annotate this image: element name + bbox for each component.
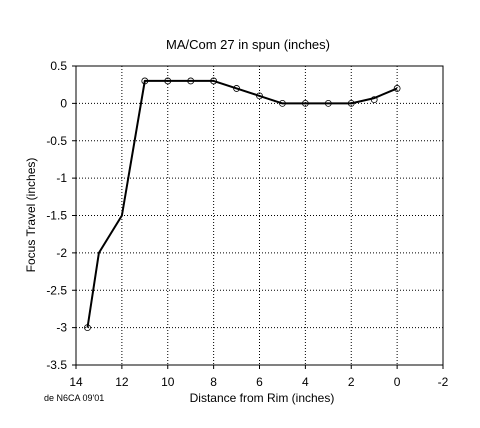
x-tick-label: 4 bbox=[302, 375, 309, 389]
x-tick-label: 12 bbox=[115, 375, 129, 389]
y-tick-label: -0.5 bbox=[46, 134, 67, 148]
x-tick-label: 14 bbox=[69, 375, 83, 389]
credit-text: de N6CA 09'01 bbox=[44, 393, 104, 403]
data-point bbox=[256, 92, 263, 100]
y-tick-label: -1 bbox=[56, 171, 67, 185]
data-point bbox=[233, 85, 240, 92]
x-tick-label: 8 bbox=[210, 375, 217, 389]
y-tick-label: 0.5 bbox=[50, 59, 67, 73]
x-tick-label: 0 bbox=[394, 375, 401, 389]
data-point bbox=[210, 77, 218, 85]
data-point bbox=[370, 96, 378, 104]
x-tick-label: 10 bbox=[161, 375, 175, 389]
data-point bbox=[84, 324, 91, 332]
data-point bbox=[347, 99, 355, 107]
series-line bbox=[86, 79, 398, 328]
data-point bbox=[301, 99, 309, 107]
y-tick-label: -3.5 bbox=[46, 358, 67, 372]
y-tick-label: -2.5 bbox=[46, 283, 67, 297]
y-tick-label: 0 bbox=[60, 96, 67, 110]
y-axis-label: Focus Travel (inches) bbox=[24, 158, 38, 273]
x-tick-label: -2 bbox=[438, 375, 449, 389]
data-point bbox=[164, 77, 172, 85]
data-point bbox=[187, 77, 195, 85]
x-tick-label: 2 bbox=[348, 375, 355, 389]
ticks: 14 12 10 8 6 4 2 0 -2 0.5 0 -0.5 -1 -1.5 -2 -2.5 -3 -3.5 bbox=[46, 59, 448, 389]
grid bbox=[76, 66, 443, 365]
y-tick-label: -2 bbox=[56, 246, 67, 260]
data-point bbox=[279, 99, 286, 107]
data-point bbox=[141, 77, 149, 85]
y-tick-label: -3 bbox=[56, 321, 67, 335]
x-axis-label: Distance from Rim (inches) bbox=[190, 391, 335, 405]
data-point bbox=[393, 85, 401, 92]
y-tick-label: -1.5 bbox=[46, 209, 67, 223]
data-point bbox=[324, 99, 332, 107]
series-line-group bbox=[86, 79, 398, 328]
x-tick-label: 6 bbox=[256, 375, 263, 389]
chart-title: MA/Com 27 in spun (inches) bbox=[166, 37, 330, 52]
markers bbox=[84, 77, 401, 332]
